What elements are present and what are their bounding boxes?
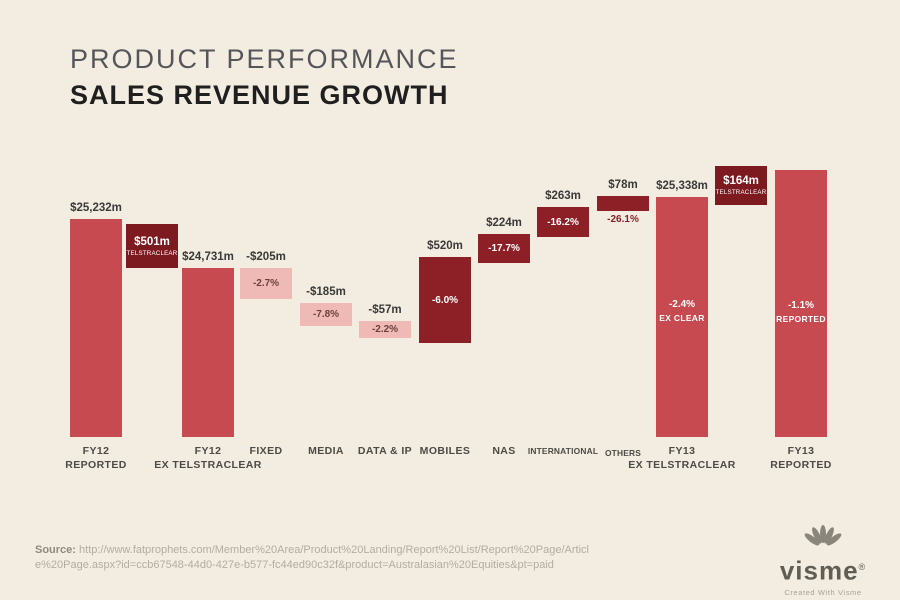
bar-fy13-reported: -1.1% REPORTED — [775, 170, 827, 437]
bar-fixed: -2.7% — [240, 268, 292, 299]
category-line: REPORTED — [65, 459, 127, 471]
category-line: REPORTED — [770, 459, 832, 471]
category-line: FY13 — [668, 445, 696, 457]
category-label-others: OTHERS — [563, 446, 683, 460]
category-label-mobiles: MOBILES — [385, 444, 505, 458]
category-label-nas: NAS — [444, 444, 564, 458]
bar-mobiles: -6.0% — [419, 257, 471, 343]
value-label-others: $78m — [608, 179, 638, 191]
caption-fy13-reported: REPORTED — [776, 314, 826, 324]
category-label-fy13-reported: FY13 REPORTED — [741, 444, 861, 472]
category-label-media: MEDIA — [266, 444, 386, 458]
value-label-media: -$185m — [306, 286, 346, 298]
category-line: EX TELSTRACLEAR — [154, 459, 262, 471]
value-label-data-ip: -$57m — [368, 304, 402, 316]
category-label-international: INTERNATIONAL — [503, 444, 623, 458]
value-label-international: $263m — [545, 190, 581, 202]
source-url-line2: e%20Page.aspx?id=ccb67548-44d0-427e-b577… — [35, 559, 554, 571]
category-line: INTERNATIONAL — [527, 446, 599, 456]
category-line: FY12 — [194, 445, 222, 457]
percent-label-others: -26.1% — [607, 214, 639, 225]
value-label-fy13-ex-telstraclear: $25,338m — [656, 180, 708, 192]
percent-label-fy13-ex-telstraclear: -2.4% — [668, 299, 696, 310]
bar-media: -7.8% — [300, 303, 352, 326]
category-line: FY12 — [82, 445, 110, 457]
bar-data-ip: -2.2% — [359, 321, 411, 338]
bar-international: -16.2% — [537, 207, 589, 237]
visme-tagline: Created With Visme — [784, 587, 862, 597]
percent-label-international: -16.2% — [547, 216, 579, 228]
bar-fy12-telstraclear: $501m TELSTRACLEAR — [126, 224, 178, 268]
category-label-fy12-reported: FY12 REPORTED — [36, 444, 156, 472]
bar-fy13-ex-telstraclear: -2.4% EX CLEAR — [656, 197, 708, 437]
value-label-fixed: -$205m — [246, 251, 286, 263]
visme-wordmark: visme® — [768, 555, 878, 586]
category-line: MOBILES — [419, 445, 471, 457]
source-label: Source: — [35, 544, 76, 556]
percent-label-fy13-reported: -1.1% — [787, 300, 815, 311]
percent-label-fixed: -2.7% — [252, 278, 280, 289]
category-label-fy13-ex-telstraclear: FY13 EX TELSTRACLEAR — [622, 444, 742, 472]
bar-fy12-ex-telstraclear — [182, 268, 234, 437]
bar-fy12-reported — [70, 219, 122, 437]
category-label-data-ip: DATA & IP — [325, 444, 445, 458]
category-line: MEDIA — [308, 445, 344, 457]
registered-mark: ® — [858, 562, 867, 572]
bar-others — [597, 196, 649, 211]
visme-wordmark-text: visme — [779, 555, 859, 586]
category-line: DATA & IP — [357, 445, 413, 457]
category-line: EX TELSTRACLEAR — [628, 459, 736, 471]
value-label-fy12-reported: $25,232m — [70, 202, 122, 214]
waterfall-chart: $25,232m FY12 REPORTED $501m TELSTRACLEA… — [36, 166, 861, 472]
visme-fan-icon — [800, 525, 846, 554]
category-line: NAS — [492, 445, 516, 457]
category-line: FY13 — [787, 445, 815, 457]
source-citation: Source: http://www.fatprophets.com/Membe… — [35, 543, 685, 573]
category-label-fixed: FIXED — [206, 444, 326, 458]
caption-fy13-ex-telstraclear: EX CLEAR — [659, 313, 705, 323]
percent-label-nas: -17.7% — [488, 243, 520, 254]
percent-label-media: -7.8% — [312, 309, 340, 320]
bar-nas: -17.7% — [478, 234, 530, 263]
page-title-line2: SALES REVENUE GROWTH — [70, 80, 449, 110]
source-url-line1: http://www.fatprophets.com/Member%20Area… — [75, 544, 589, 556]
value-label-mobiles: $520m — [427, 240, 463, 252]
visme-branding: visme® Created With Visme — [768, 524, 878, 597]
percent-label-data-ip: -2.2% — [371, 324, 399, 335]
category-label-fy12-ex-telstraclear: FY12 EX TELSTRACLEAR — [148, 444, 268, 472]
value-label-nas: $224m — [486, 217, 522, 229]
value-label-fy13-telstraclear: $164m — [723, 175, 759, 187]
bar-fy13-telstraclear: $164m TELSTRACLEAR — [715, 166, 767, 205]
caption-fy12-telstraclear: TELSTRACLEAR — [126, 249, 178, 257]
percent-label-mobiles: -6.0% — [431, 294, 459, 306]
value-label-fy12-ex-telstraclear: $24,731m — [182, 251, 234, 263]
category-line: FIXED — [249, 445, 283, 457]
caption-fy13-telstraclear: TELSTRACLEAR — [715, 189, 767, 196]
value-label-fy12-telstraclear: $501m — [134, 235, 170, 248]
page-title-line1: PRODUCT PERFORMANCE — [70, 44, 459, 74]
category-line: OTHERS — [604, 448, 642, 458]
